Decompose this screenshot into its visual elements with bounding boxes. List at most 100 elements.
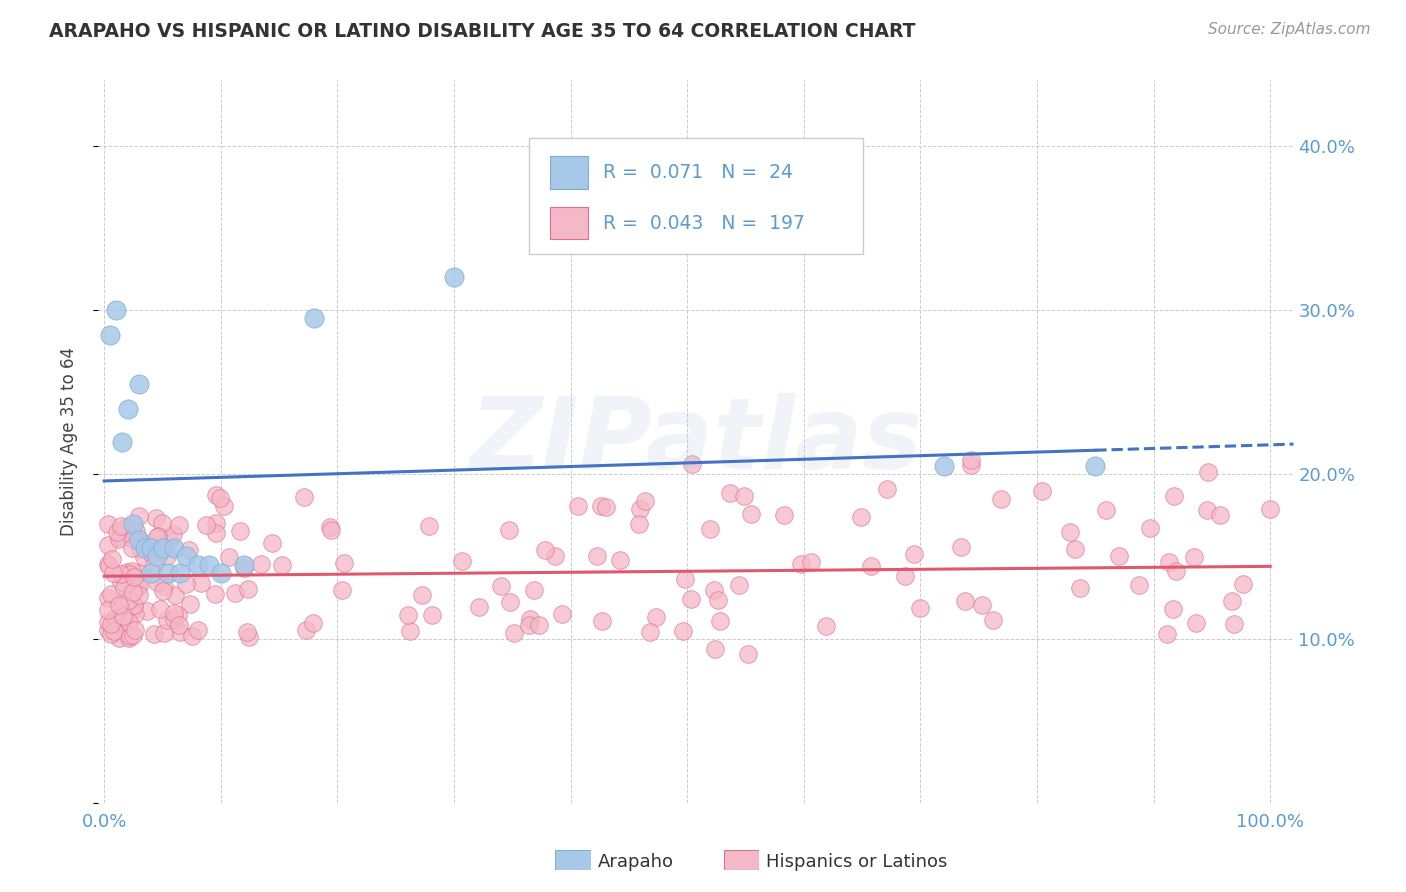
Point <box>499 595 522 609</box>
Point <box>489 579 512 593</box>
Point <box>790 558 813 572</box>
Point <box>100 627 122 641</box>
Point <box>110 567 132 582</box>
Point <box>114 597 136 611</box>
Point <box>157 533 180 548</box>
Point <box>179 598 201 612</box>
Point <box>97 591 120 605</box>
Point <box>212 499 235 513</box>
Point <box>271 558 294 572</box>
Text: Arapaho: Arapaho <box>598 853 673 871</box>
Point <box>238 582 260 596</box>
Point <box>591 614 613 628</box>
FancyBboxPatch shape <box>529 138 863 253</box>
Point <box>953 594 976 608</box>
Point <box>114 611 136 625</box>
Point <box>111 609 134 624</box>
Point <box>628 502 651 516</box>
Point <box>100 616 122 631</box>
Point <box>679 592 702 607</box>
Point <box>1184 616 1206 631</box>
Point <box>100 551 122 566</box>
Point <box>609 553 631 567</box>
Point <box>1059 524 1081 539</box>
Point <box>703 583 725 598</box>
Point <box>1159 555 1181 569</box>
Point <box>110 519 132 533</box>
Point <box>97 557 120 571</box>
Point <box>529 618 551 632</box>
Point <box>1139 521 1161 535</box>
Point <box>152 626 174 640</box>
Point <box>122 585 145 599</box>
Point <box>146 574 169 589</box>
Point <box>174 549 197 564</box>
Point <box>163 612 186 626</box>
Point <box>145 549 167 564</box>
Point <box>153 579 176 593</box>
Point <box>125 531 148 545</box>
FancyBboxPatch shape <box>550 156 589 189</box>
Point <box>132 549 155 564</box>
Point <box>97 623 120 637</box>
Point <box>517 618 540 632</box>
Point <box>108 532 131 546</box>
Point <box>903 547 925 561</box>
Point <box>534 543 557 558</box>
Point <box>169 566 191 580</box>
Point <box>1069 581 1091 595</box>
Point <box>97 603 120 617</box>
Point <box>124 623 146 637</box>
Point <box>1108 549 1130 564</box>
Point <box>218 550 240 565</box>
Point <box>105 611 128 625</box>
Point <box>814 619 837 633</box>
Point <box>125 580 148 594</box>
Point <box>332 557 354 571</box>
Point <box>118 615 141 629</box>
Point <box>163 588 186 602</box>
Point <box>740 507 762 521</box>
Point <box>181 629 204 643</box>
Point <box>112 580 135 594</box>
Point <box>718 486 741 500</box>
Point <box>122 598 145 612</box>
Point <box>122 628 145 642</box>
Point <box>121 564 143 578</box>
Text: R =  0.071   N =  24: R = 0.071 N = 24 <box>603 163 793 182</box>
Point <box>117 401 139 416</box>
Point <box>150 516 173 530</box>
Point <box>1258 502 1281 516</box>
Point <box>228 524 250 538</box>
Point <box>1094 503 1116 517</box>
Point <box>134 541 156 556</box>
Point <box>167 518 190 533</box>
Point <box>233 558 256 572</box>
Point <box>128 566 150 580</box>
Point <box>468 599 491 614</box>
Point <box>959 458 981 472</box>
Point <box>681 457 703 471</box>
Point <box>143 627 166 641</box>
Point <box>195 518 218 533</box>
Point <box>115 519 138 533</box>
Point <box>1222 593 1244 607</box>
Point <box>990 491 1012 506</box>
Point <box>156 549 179 563</box>
Point <box>330 582 353 597</box>
Point <box>589 500 612 514</box>
Point <box>110 575 132 590</box>
Text: ARAPAHO VS HISPANIC OR LATINO DISABILITY AGE 35 TO 64 CORRELATION CHART: ARAPAHO VS HISPANIC OR LATINO DISABILITY… <box>49 22 915 41</box>
Point <box>1161 601 1184 615</box>
Point <box>1197 503 1219 517</box>
Point <box>122 598 145 612</box>
Text: ZIPatlas: ZIPatlas <box>470 393 922 490</box>
Point <box>105 524 128 539</box>
Point <box>146 529 169 543</box>
Point <box>205 526 228 541</box>
Point <box>128 579 150 593</box>
Point <box>1084 459 1107 474</box>
Point <box>851 510 873 524</box>
Point <box>204 587 226 601</box>
Point <box>224 586 246 600</box>
